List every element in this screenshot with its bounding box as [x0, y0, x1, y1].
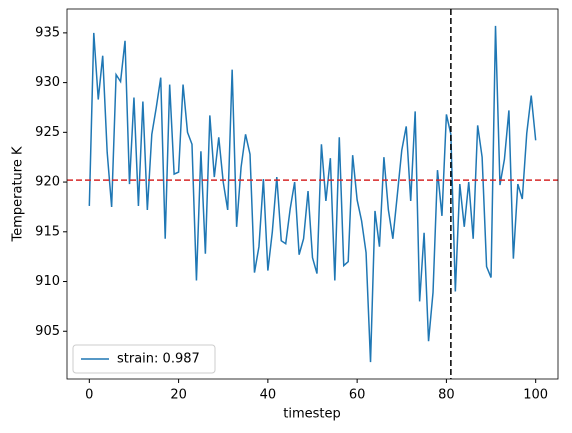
y-axis-label: Temperature K	[11, 146, 26, 242]
x-tick-label: 60	[349, 388, 366, 403]
data-line	[88, 25, 537, 363]
x-tick-label: 100	[523, 388, 548, 403]
x-tick-label: 0	[85, 388, 93, 403]
y-tick-label: 930	[35, 75, 60, 90]
x-axis-label: timestep	[283, 407, 341, 422]
y-tick-label: 925	[35, 125, 60, 140]
legend-box	[72, 344, 216, 374]
x-tick-label: 80	[438, 388, 455, 403]
plot-frame	[66, 8, 559, 380]
y-tick-label: 915	[35, 224, 60, 239]
x-tick-label: 20	[170, 388, 187, 403]
legend-label: strain: 0.987	[117, 352, 200, 367]
x-tick-label: 40	[260, 388, 277, 403]
y-tick-label: 935	[35, 25, 60, 40]
y-tick-label: 910	[35, 274, 60, 289]
y-tick-label: 905	[35, 324, 60, 339]
y-tick-label: 920	[35, 175, 60, 190]
